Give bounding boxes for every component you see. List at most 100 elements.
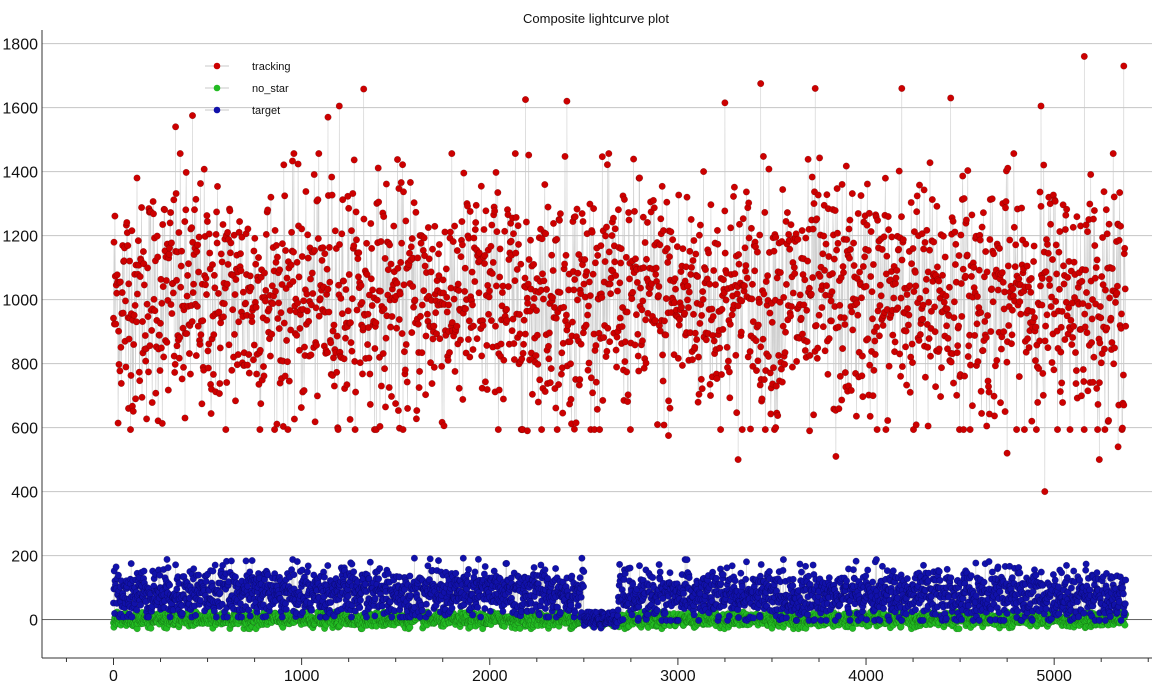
data-point-target (809, 561, 817, 569)
data-point-target (348, 560, 356, 568)
data-point-target (742, 575, 750, 583)
data-point-target (843, 577, 851, 585)
data-point-target (227, 557, 235, 565)
data-point-target (578, 554, 586, 562)
data-point-target (789, 575, 797, 583)
data-point-target (426, 555, 434, 563)
data-point-target (190, 565, 198, 573)
data-point-target (634, 614, 642, 622)
data-point-target (666, 569, 674, 577)
data-point-target (530, 564, 538, 572)
data-point-target (695, 616, 703, 624)
data-point-target (849, 566, 857, 574)
data-point-target (798, 568, 806, 576)
data-point-target (418, 607, 426, 615)
data-point-target (690, 611, 698, 619)
data-point-target (656, 568, 664, 576)
data-point-target (459, 554, 467, 562)
data-point-target (834, 612, 842, 620)
data-point-target (557, 609, 565, 617)
data-point-target (356, 604, 364, 612)
connector-tracking (113, 56, 1126, 492)
data-point-target (195, 571, 203, 579)
data-point-no_star (955, 625, 963, 633)
data-point-target (628, 611, 636, 619)
data-point-target (872, 556, 880, 564)
data-point-target (388, 613, 396, 621)
data-point-target (503, 559, 511, 567)
data-point-target (580, 568, 588, 576)
data-point-target (864, 566, 872, 574)
data-point-target (477, 613, 485, 621)
data-point-target (231, 573, 239, 581)
data-point-target (486, 607, 494, 615)
data-point-target (728, 562, 736, 570)
data-point-no_star (147, 624, 155, 632)
data-point-target (743, 558, 751, 566)
data-point-target (140, 567, 148, 575)
data-point-target (811, 616, 819, 624)
data-point-target (719, 571, 727, 579)
data-point-target (471, 568, 479, 576)
data-point-target (756, 613, 764, 621)
data-point-target (902, 610, 910, 618)
data-point-target (580, 583, 588, 591)
data-point-target (571, 608, 579, 616)
data-point-target (576, 574, 584, 582)
data-point-target (541, 566, 549, 574)
data-point-target (779, 566, 787, 574)
data-point-target (164, 564, 172, 572)
data-point-target (371, 612, 379, 620)
data-point-target (210, 607, 218, 615)
data-point-target (655, 561, 663, 569)
data-point-target (363, 613, 371, 621)
data-point-target (845, 609, 853, 617)
data-point-target (619, 616, 627, 624)
data-point-target (985, 558, 993, 566)
data-point-target (350, 568, 358, 576)
data-point-target (765, 567, 773, 575)
data-point-target (425, 609, 433, 617)
data-point-target (304, 562, 312, 570)
data-point-target (685, 574, 693, 582)
data-point-target (782, 614, 790, 622)
data-point-target (452, 569, 460, 577)
data-point-target (980, 578, 988, 586)
data-point-target (804, 611, 812, 619)
data-point-target (1000, 616, 1008, 624)
data-point-target (293, 558, 301, 566)
data-point-target (172, 561, 180, 569)
data-point-target (278, 613, 286, 621)
data-point-target (936, 576, 944, 584)
data-point-target (975, 616, 983, 624)
data-point-target (735, 614, 743, 622)
data-point-target (880, 605, 888, 613)
data-point-target (541, 605, 549, 613)
data-point-target (574, 602, 582, 610)
data-point-target (789, 582, 797, 590)
data-point-target (636, 562, 644, 570)
data-point-target (680, 590, 688, 598)
data-point-target (416, 613, 424, 621)
data-point-target (731, 577, 739, 585)
data-point-target (649, 574, 657, 582)
data-point-target (869, 578, 877, 586)
data-point-target (822, 616, 830, 624)
data-point-target (166, 613, 174, 621)
data-point-target (935, 568, 943, 576)
data-point-target (282, 605, 290, 613)
data-point-target (406, 572, 414, 580)
data-point-target (375, 575, 383, 583)
data-point-target (223, 613, 231, 621)
data-point-target (967, 572, 975, 580)
data-point-target (128, 613, 136, 621)
data-point-target (303, 568, 311, 576)
data-point-target (863, 616, 871, 624)
data-point-target (715, 613, 723, 621)
data-point-target (903, 575, 911, 583)
data-point-target (737, 569, 745, 577)
data-point-target (577, 593, 585, 601)
data-point-target (242, 557, 250, 565)
data-point-target (357, 596, 365, 604)
